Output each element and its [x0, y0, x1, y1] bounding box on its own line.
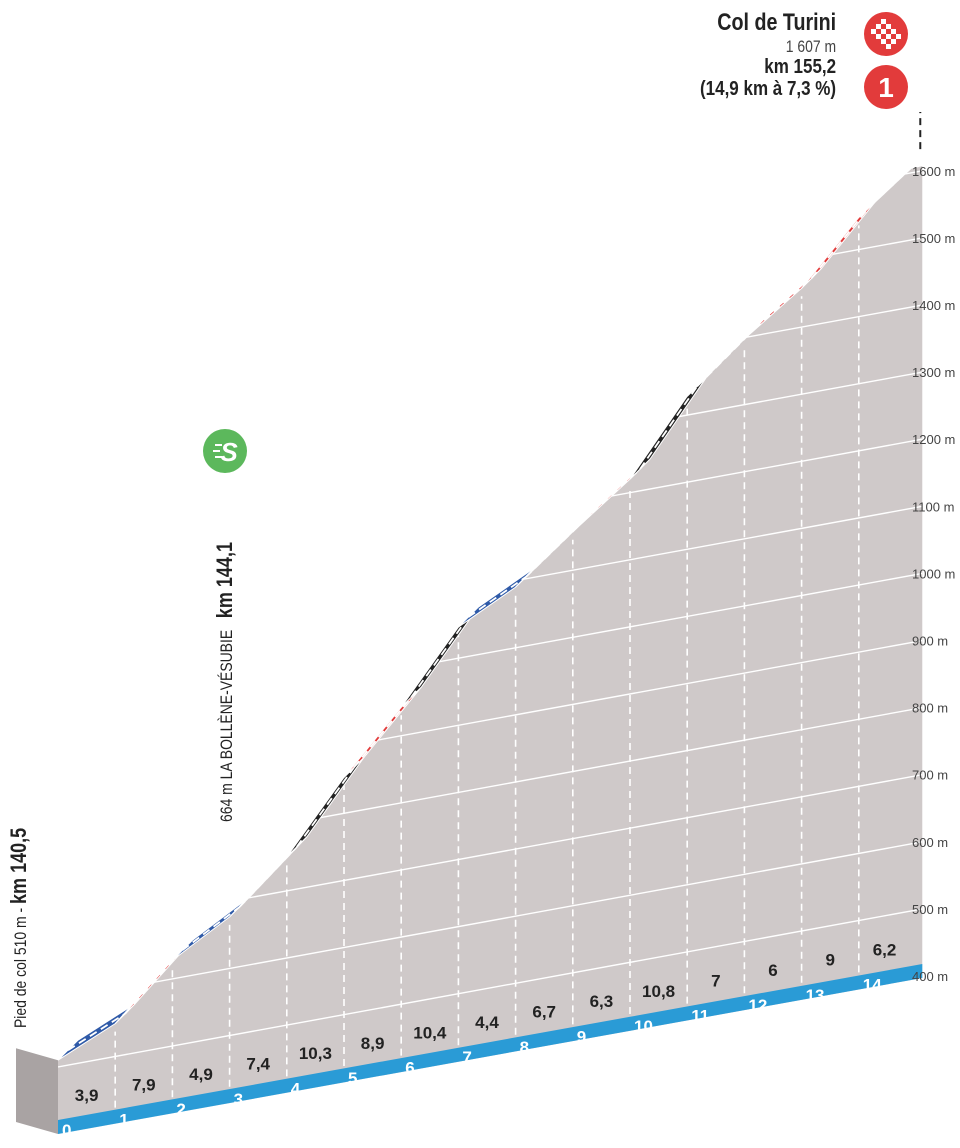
km-tick-label: 12	[748, 996, 767, 1015]
ribbon-layer	[57, 148, 931, 1061]
profile-ground	[58, 166, 923, 1134]
segment-centre-line	[124, 949, 184, 1015]
altitude-tick-label: 900 m	[912, 634, 948, 649]
km-tick-label: 14	[863, 975, 882, 994]
sprint-letter: S	[220, 437, 238, 467]
start-label-km: km 140,5	[6, 827, 31, 905]
distance-bar	[58, 964, 923, 1134]
segment-centre-line	[181, 906, 241, 951]
gradient-label: 4,9	[189, 1065, 213, 1084]
km-tick-label: 11	[691, 1007, 709, 1026]
altitude-tick-label: 1200 m	[912, 432, 955, 447]
gradient-label: 10,3	[299, 1044, 332, 1063]
labels-layer: 3,9 7,9 4,9 7,4 10,3 8,9 10,4 4,4 6,7 6,3 10,8 7 6 9 6…	[75, 941, 897, 1105]
ground-layer	[16, 166, 923, 1134]
altitude-tick-label: 500 m	[912, 902, 948, 917]
segment-centre-line	[67, 1012, 126, 1051]
sprint-label: 664 m LA BOLLÈNE-VÉSUBIE km 144,1	[212, 481, 238, 822]
segment-centre-line	[296, 766, 355, 848]
altitude-tick-label: 600 m	[912, 835, 948, 850]
altitude-tick-label: 1000 m	[912, 566, 955, 581]
gradient-label: 8,9	[361, 1034, 385, 1053]
km-tick-label: 1	[119, 1111, 128, 1130]
gradient-label: 9	[825, 951, 834, 970]
grid-line	[58, 908, 923, 1068]
category-badge: 1	[864, 65, 908, 109]
gradient-label: 4,4	[475, 1013, 499, 1032]
km-tick-label: 8	[520, 1038, 529, 1057]
summit-info: Col de Turini 1 607 m km 155,2 (14,9 km …	[676, 9, 836, 101]
altitude-tick-label: 1400 m	[912, 298, 955, 313]
km-tick-label: 9	[577, 1027, 586, 1046]
gradient-label: 6,3	[590, 992, 614, 1011]
altitude-tick-label: 400 m	[912, 969, 948, 984]
km-tick-label: 5	[348, 1069, 357, 1088]
segment-centre-line	[868, 158, 921, 209]
grid-line	[58, 841, 923, 1001]
km-tick-label: 6	[405, 1059, 414, 1078]
finish-flag-icon	[864, 12, 908, 56]
altitude-tick-label: 1600 m	[912, 164, 955, 179]
altitude-tick-label: 1100 m	[912, 499, 954, 514]
altitude-tick-label: 800 m	[912, 701, 948, 716]
km-tick-label: 3	[234, 1090, 243, 1109]
gradient-label: 3,9	[75, 1086, 99, 1105]
km-tick-label: 2	[176, 1100, 185, 1119]
km-tick-label: 4	[291, 1079, 301, 1098]
profile-side	[16, 1048, 58, 1134]
gradient-label: 7,4	[246, 1055, 270, 1074]
segment-centre-line	[639, 385, 698, 470]
sprint-icon: S	[203, 429, 247, 473]
sprint-label-km: km 144,1	[212, 541, 237, 619]
summit-climb-summary: (14,9 km à 7,3 %)	[699, 78, 836, 101]
gradient-label: 7	[711, 971, 720, 990]
km-tick-label: 7	[462, 1048, 471, 1067]
marker-layer: 1S	[203, 12, 922, 473]
category-number: 1	[878, 72, 894, 103]
sprint-label-place: 664 m LA BOLLÈNE-VÉSUBIE	[217, 629, 236, 822]
km-tick-label: 0	[62, 1121, 71, 1140]
gradient-label: 6,7	[532, 1003, 556, 1022]
altitude-tick-label: 1500 m	[912, 231, 955, 246]
summit-km: km 155,2	[764, 55, 836, 78]
segment-centre-line	[353, 696, 412, 768]
altitude-tick-label: 1300 m	[912, 365, 955, 380]
gradient-label: 7,9	[132, 1075, 156, 1094]
start-label: Pied de col 510 m - km 140,5	[6, 784, 32, 1028]
segment-centre-line	[410, 616, 470, 698]
km-tick-label: 13	[806, 986, 825, 1005]
km-tick-label: 10	[634, 1017, 653, 1036]
gradient-label: 10,8	[642, 982, 675, 1001]
summit-name: Col de Turini	[717, 9, 836, 36]
segment-centre-line	[810, 206, 870, 279]
start-label-altitude: Pied de col 510 m -	[11, 904, 30, 1028]
segment-centre-line	[467, 576, 527, 618]
altitude-tick-label: 700 m	[912, 768, 948, 783]
summit-altitude: 1 607 m	[785, 36, 836, 56]
gradient-label: 6,2	[873, 941, 897, 960]
gradient-label: 6	[768, 961, 777, 980]
gradient-label: 10,4	[413, 1023, 447, 1042]
